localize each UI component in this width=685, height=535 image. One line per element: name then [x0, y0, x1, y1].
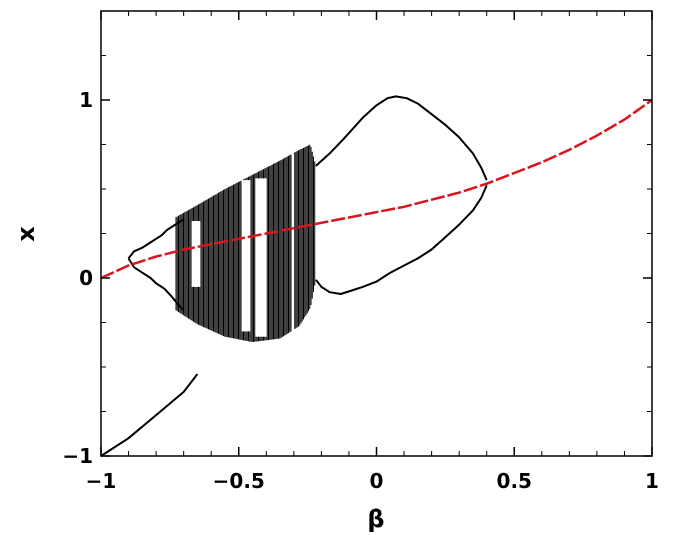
series-line-6 — [100, 98, 653, 280]
y-axis-label: x — [12, 226, 40, 242]
series-line-3 — [127, 257, 185, 311]
y-tick-label: −1 — [62, 444, 93, 468]
plot-area — [100, 95, 653, 457]
x-tick-label: 0.5 — [497, 469, 532, 493]
series-line-1 — [100, 373, 199, 457]
y-tick-label: 0 — [79, 266, 93, 290]
x-tick-label: 0 — [370, 469, 384, 493]
y-tick-label: 1 — [79, 88, 93, 112]
series-line-5 — [315, 184, 488, 295]
series-line-4 — [315, 95, 488, 181]
series-line-2 — [127, 218, 185, 260]
ticks: −1 −0.5 0 0.5 1 −1 0 1 — [62, 10, 659, 493]
x-tick-label: −0.5 — [213, 469, 265, 493]
chaotic-band — [175, 144, 316, 343]
x-tick-label: 1 — [645, 469, 659, 493]
x-axis-label: β — [367, 505, 384, 533]
x-tick-label: −1 — [86, 469, 117, 493]
